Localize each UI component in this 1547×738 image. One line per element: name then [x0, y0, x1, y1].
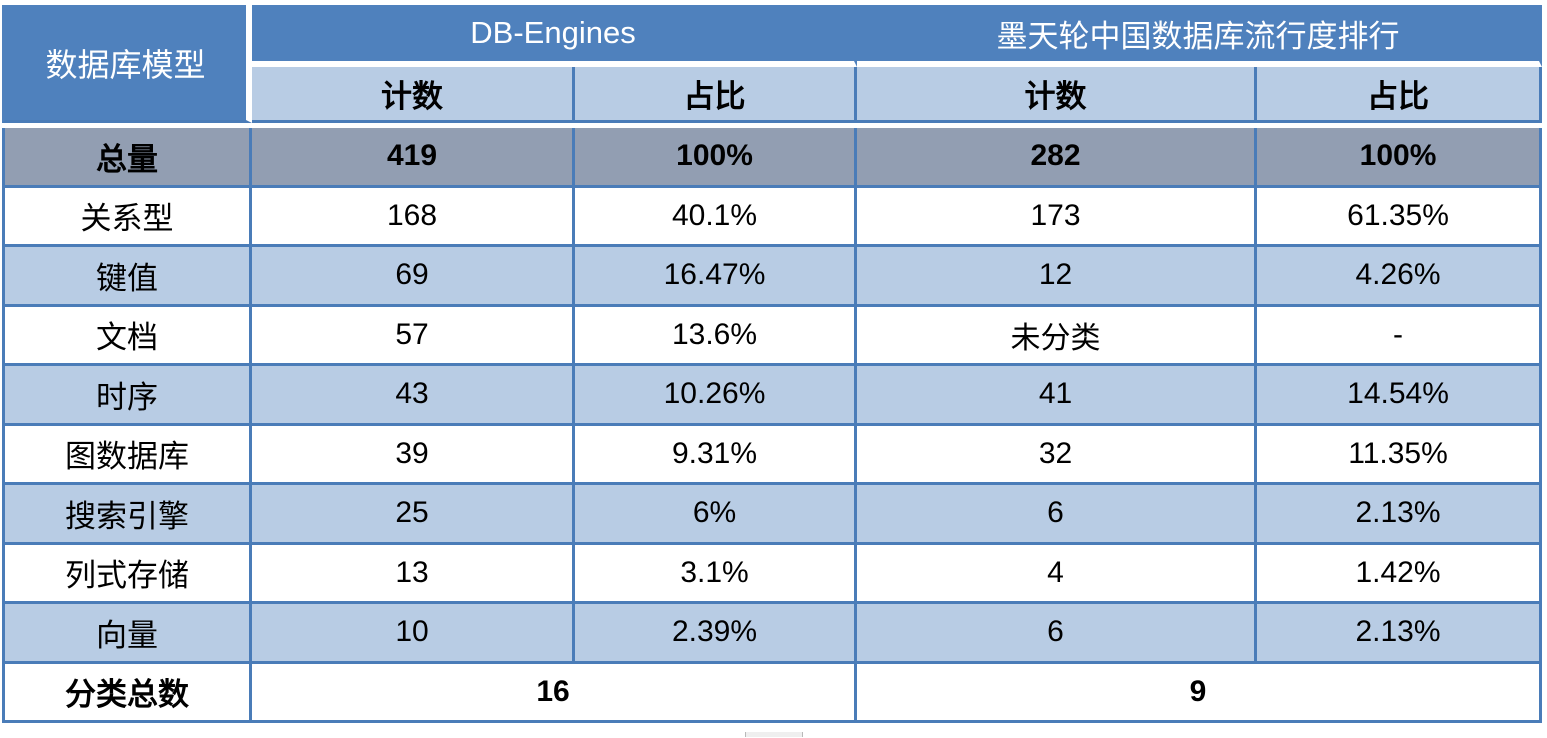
table-row: 文档 57 13.6% 未分类 - [2, 306, 1543, 366]
footer-label: 分类总数 [2, 663, 252, 723]
cell-value: 2.13% [1257, 604, 1543, 664]
table-row: 键值 69 16.47% 12 4.26% [2, 247, 1543, 307]
column-header-mt-count: 计数 [857, 67, 1258, 123]
column-header-db-count: 计数 [252, 67, 575, 123]
cell-value: 173 [857, 187, 1258, 247]
cell-value: 16.47% [575, 247, 858, 307]
scrollbar-artifact [745, 732, 803, 737]
cell-value: 6% [575, 485, 858, 545]
group-header-row: 数据库模型 DB-Engines 墨天轮中国数据库流行度排行 [2, 5, 1543, 123]
cell-value: 100% [575, 128, 858, 188]
cell-value: 14.54% [1257, 366, 1543, 426]
footer-motianlun-total: 9 [857, 663, 1543, 723]
cell-value: 282 [857, 128, 1258, 188]
cell-value: 6 [857, 485, 1258, 545]
row-label: 关系型 [2, 187, 252, 247]
cell-value: 39 [252, 425, 575, 485]
cell-value: 40.1% [575, 187, 858, 247]
table-row: 向量 10 2.39% 6 2.13% [2, 604, 1543, 664]
cell-value: 2.39% [575, 604, 858, 664]
column-header-mt-share: 占比 [1257, 67, 1543, 123]
column-header-db-share: 占比 [575, 67, 858, 123]
cell-value: 10 [252, 604, 575, 664]
cell-value: 未分类 [857, 306, 1258, 366]
row-label: 时序 [2, 366, 252, 426]
cell-value: 2.13% [1257, 485, 1543, 545]
group-header-motianlun: 墨天轮中国数据库流行度排行 [857, 5, 1543, 67]
sub-header-row: 计数 占比 计数 占比 [2, 67, 1543, 123]
cell-value: 25 [252, 485, 575, 545]
row-label: 键值 [2, 247, 252, 307]
cell-value: 6 [857, 604, 1258, 664]
cell-value: 13 [252, 544, 575, 604]
cell-value: 4 [857, 544, 1258, 604]
row-label: 向量 [2, 604, 252, 664]
row-label: 图数据库 [2, 425, 252, 485]
cell-value: 57 [252, 306, 575, 366]
row-label: 搜索引擎 [2, 485, 252, 545]
row-label: 列式存储 [2, 544, 252, 604]
cell-value: 43 [252, 366, 575, 426]
cell-value: 11.35% [1257, 425, 1543, 485]
cell-value: 3.1% [575, 544, 858, 604]
database-model-comparison-table: 数据库模型 DB-Engines 墨天轮中国数据库流行度排行 计数 占比 计数 … [2, 5, 1543, 723]
cell-value: 61.35% [1257, 187, 1543, 247]
cell-value: 32 [857, 425, 1258, 485]
table-row: 搜索引擎 25 6% 6 2.13% [2, 485, 1543, 545]
table-row: 时序 43 10.26% 41 14.54% [2, 366, 1543, 426]
total-row: 总量 419 100% 282 100% [2, 128, 1543, 188]
table-row: 图数据库 39 9.31% 32 11.35% [2, 425, 1543, 485]
cell-value: 69 [252, 247, 575, 307]
cell-value: 9.31% [575, 425, 858, 485]
table-row: 列式存储 13 3.1% 4 1.42% [2, 544, 1543, 604]
cell-value: 4.26% [1257, 247, 1543, 307]
cell-value: 419 [252, 128, 575, 188]
corner-header-cell: 数据库模型 [2, 5, 252, 123]
cell-value: 168 [252, 187, 575, 247]
footer-db-engines-total: 16 [252, 663, 858, 723]
footer-row: 分类总数 16 9 [2, 663, 1543, 723]
row-label: 总量 [2, 128, 252, 188]
table-row: 关系型 168 40.1% 173 61.35% [2, 187, 1543, 247]
cell-value: 41 [857, 366, 1258, 426]
cell-value: - [1257, 306, 1543, 366]
group-header-db-engines: DB-Engines [252, 5, 858, 67]
cell-value: 1.42% [1257, 544, 1543, 604]
cell-value: 13.6% [575, 306, 858, 366]
header-body-gap [2, 123, 1543, 128]
cell-value: 100% [1257, 128, 1543, 188]
cell-value: 12 [857, 247, 1258, 307]
row-label: 文档 [2, 306, 252, 366]
cell-value: 10.26% [575, 366, 858, 426]
